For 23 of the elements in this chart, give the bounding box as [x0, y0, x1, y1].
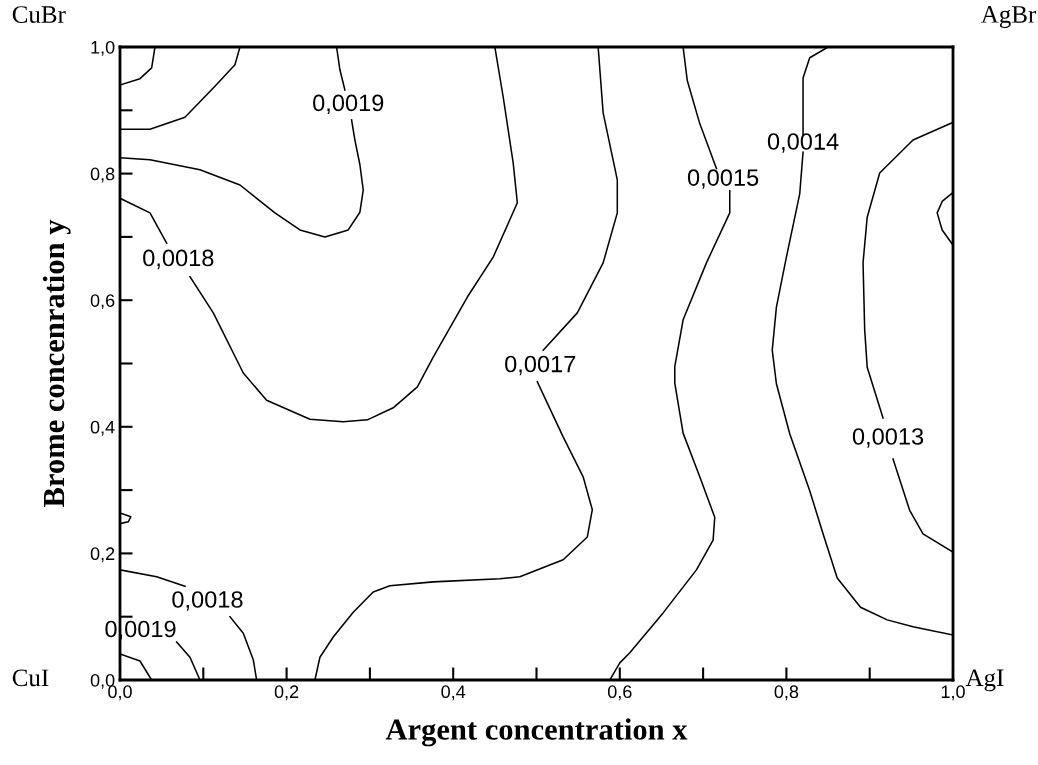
x-tick-label: 0,6	[607, 685, 632, 701]
series-label: 0,0015	[687, 169, 759, 189]
y-tick-label: 0,2	[90, 547, 115, 563]
series-label: 0,0014	[767, 133, 839, 153]
series-label: 0,0019	[313, 94, 384, 115]
y-tick-label: 0,6	[90, 294, 115, 310]
x-tick-label: 1,0	[941, 685, 965, 701]
x-tick-label: 0,2	[274, 685, 299, 701]
series-label: 0,0017	[505, 355, 576, 376]
series-label: 0,0018	[143, 249, 214, 270]
x-tick-label: 0,4	[441, 685, 466, 701]
y-tick-label: 0,8	[90, 167, 115, 183]
text: AgI	[965, 669, 1004, 692]
text: CuI	[12, 669, 49, 687]
y-tick-label: 0,4	[90, 420, 115, 436]
text: AgBr	[980, 6, 1037, 29]
y-tick-label: 1,0	[91, 40, 115, 56]
x-axis-title: Argent concentration x	[385, 718, 688, 747]
series-label: 0,0018	[172, 591, 243, 611]
x-tick-label: 0,8	[774, 685, 799, 701]
y-axis-title: Brome concenration y	[42, 219, 71, 507]
series-label: 0,0013	[852, 428, 924, 448]
text: CuBr	[12, 6, 66, 23]
